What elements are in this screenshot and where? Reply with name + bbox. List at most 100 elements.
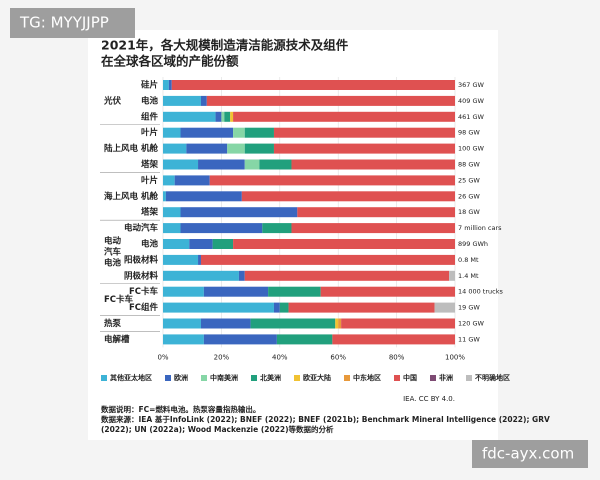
note: 数据说明：FC=燃料电池。热泵容量指热输出。	[101, 404, 260, 414]
bar-segment	[244, 127, 274, 138]
bar-segment	[180, 207, 298, 218]
bar-segment	[250, 318, 336, 329]
bar-segment	[215, 111, 222, 122]
bar-segment	[230, 111, 234, 122]
bar-segment	[163, 223, 181, 234]
bar-segment	[163, 191, 166, 202]
watermark-box	[10, 8, 135, 38]
bar-segment	[259, 159, 292, 170]
legend-swatch	[430, 375, 436, 381]
y-tick-label: 阴极材料	[124, 270, 159, 281]
bar-segment	[335, 318, 339, 329]
bar-segment	[163, 286, 204, 297]
bar-segment	[244, 143, 274, 154]
bar-segment	[200, 95, 207, 106]
bar-segment	[291, 223, 455, 234]
bar-segment	[209, 175, 455, 186]
bar-segment	[273, 127, 455, 138]
total-label: 0.8 Mt	[458, 256, 479, 264]
bar-segment	[244, 270, 450, 281]
bar-segment	[338, 318, 342, 329]
total-label: 98 GW	[458, 129, 480, 137]
total-label: 899 GWh	[458, 240, 488, 248]
group-label: FC卡车	[104, 294, 134, 305]
group-label: 电解槽	[104, 334, 130, 345]
group-label: 热泵	[104, 318, 122, 329]
bar-segment	[163, 143, 187, 154]
bar-segment	[198, 254, 201, 265]
bar-segment	[180, 223, 263, 234]
x-tick-label: 100%	[445, 353, 465, 361]
bar-segment	[163, 302, 274, 313]
y-tick-label: FC卡车	[129, 286, 159, 297]
legend-label: 北美洲	[260, 373, 281, 382]
bar-segment	[180, 127, 234, 138]
y-tick-label: 电动汽车	[124, 223, 159, 234]
x-tick-label: 0%	[157, 353, 168, 361]
group-label: 电池	[104, 257, 122, 268]
y-tick-label: 电池	[141, 239, 159, 250]
bar-segment	[163, 95, 201, 106]
y-tick-label: 阳极材料	[124, 254, 159, 265]
watermark-box	[472, 440, 588, 468]
legend-label: 不明确地区	[475, 373, 510, 382]
x-tick-label: 40%	[272, 353, 288, 361]
chart-title: 2021年，各大规模制造清洁能源技术及组件	[101, 38, 349, 53]
bar-segment	[341, 318, 455, 329]
y-tick-label: 电池	[141, 95, 159, 106]
total-label: 19 GW	[458, 304, 480, 312]
bar-segment	[297, 207, 455, 218]
watermark: TG: MYYJJPP	[19, 14, 109, 32]
bar-segment	[273, 143, 455, 154]
bar-segment	[241, 191, 455, 202]
bar-segment	[262, 223, 292, 234]
bar-segment	[449, 270, 455, 281]
bar-segment	[163, 175, 175, 186]
bar-segment	[163, 239, 190, 249]
bar-segment	[279, 302, 289, 313]
total-label: 120 GW	[458, 320, 485, 328]
bar-segment	[291, 159, 455, 170]
y-tick-label: 组件	[141, 111, 159, 122]
credit: IEA. CC BY 4.0.	[403, 395, 455, 403]
group-label: 汽车	[104, 246, 122, 257]
y-tick-label: 叶片	[141, 127, 158, 138]
legend-swatch	[394, 375, 400, 381]
total-label: 7 million cars	[458, 224, 502, 232]
total-label: 1.4 Mt	[458, 272, 479, 280]
bar-segment	[268, 286, 321, 297]
bar-segment	[221, 111, 225, 122]
legend-label: 中东地区	[353, 373, 381, 382]
legend-swatch	[251, 375, 257, 381]
legend-label: 中南美洲	[210, 373, 238, 382]
legend-swatch	[201, 375, 207, 381]
bar-segment	[186, 143, 228, 154]
y-tick-label: 机舱	[141, 191, 159, 202]
group-label: 海上风电	[104, 191, 139, 202]
y-tick-label: 硅片	[141, 80, 158, 91]
x-tick-label: 80%	[389, 353, 405, 361]
x-tick-label: 60%	[330, 353, 346, 361]
bar-segment	[189, 239, 213, 249]
bar-segment	[273, 302, 280, 313]
y-tick-label: 叶片	[141, 175, 158, 186]
total-label: 26 GW	[458, 192, 480, 200]
bar-segment	[206, 95, 455, 106]
bar-segment	[198, 159, 245, 170]
bar-segment	[203, 286, 269, 297]
bar-segment	[171, 80, 455, 90]
legend-label: 欧亚大陆	[303, 373, 331, 382]
legend-label: 非洲	[439, 373, 453, 382]
y-tick-label: 塔架	[141, 159, 159, 170]
bar-segment	[163, 318, 201, 329]
legend-swatch	[294, 375, 300, 381]
total-label: 367 GW	[458, 81, 485, 89]
bar-segment	[163, 127, 181, 138]
bar-segment	[233, 239, 455, 249]
legend-label: 中国	[403, 373, 417, 382]
group-label: 电动	[104, 235, 122, 246]
total-label: 11 GW	[458, 335, 480, 343]
total-label: 18 GW	[458, 208, 480, 216]
bar-segment	[165, 191, 242, 202]
